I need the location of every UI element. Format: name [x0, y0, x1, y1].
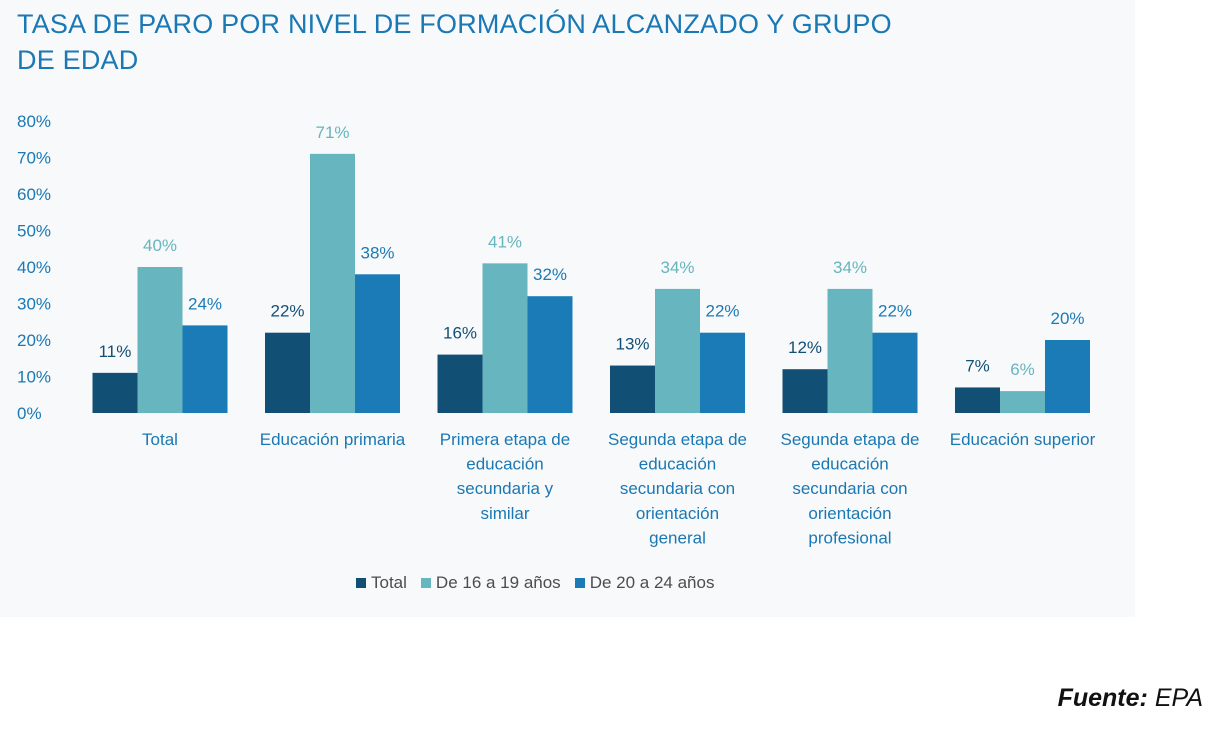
legend-swatch: [574, 578, 585, 588]
x-tick-label: educación: [639, 455, 717, 474]
y-tick-label: 80%: [17, 112, 51, 131]
bar: [872, 332, 918, 413]
bar: [1000, 391, 1045, 413]
x-tick-label: secundaria con: [620, 479, 735, 498]
y-tick-label: 40%: [17, 258, 51, 277]
source-label: Fuente:: [1057, 684, 1148, 712]
x-tick-label: Educación primaria: [260, 430, 406, 449]
data-label: 34%: [660, 258, 694, 277]
y-tick-label: 0%: [17, 404, 42, 423]
data-label: 6%: [1010, 360, 1035, 379]
x-tick-label: Segunda etapa de: [781, 430, 920, 449]
legend-label: Total: [371, 573, 407, 592]
source-value: EPA: [1154, 684, 1203, 712]
bar: [700, 332, 745, 413]
y-tick-label: 20%: [17, 331, 51, 350]
chart-title: TASA DE PARO POR NIVEL DE FORMACIÓN ALCA…: [17, 9, 892, 75]
bar: [310, 153, 355, 413]
chart-legend: Total De 16 a 19 años De 20 a 24 años: [356, 573, 728, 593]
x-tick-label: Educación superior: [950, 430, 1096, 449]
data-label: 41%: [488, 232, 522, 251]
bar: [955, 387, 1000, 413]
legend-label: De 16 a 19 años: [435, 573, 561, 592]
x-tick-label: secundaria con: [792, 479, 907, 498]
legend-swatch: [420, 578, 431, 588]
x-tick-label: general: [649, 528, 706, 547]
bar: [437, 354, 483, 413]
data-label: 20%: [1050, 309, 1084, 328]
x-tick-label: secundaria y: [457, 479, 554, 498]
y-tick-label: 30%: [17, 295, 51, 314]
source-note: Fuente: EPA: [1058, 684, 1203, 713]
data-label: 13%: [615, 335, 649, 354]
data-label: 71%: [315, 123, 349, 142]
bar: [655, 288, 700, 413]
y-tick-label: 70%: [17, 149, 51, 168]
bar: [782, 369, 828, 413]
y-tick-label: 10%: [17, 368, 51, 387]
legend-item: De 16 a 19 años: [420, 573, 561, 593]
bar-chart: 0% 10% 20% 30% 40% 50% 60% 70% 80% 11% 40% 24% Total…: [17, 112, 1096, 547]
legend-item: Total: [356, 573, 407, 593]
data-label: 12%: [788, 338, 822, 357]
bar: [355, 274, 400, 413]
data-label: 34%: [833, 258, 867, 277]
data-label: 16%: [443, 324, 477, 343]
data-label: 22%: [878, 302, 912, 321]
x-tick-label: orientación: [636, 504, 719, 523]
x-tick-label: profesional: [808, 528, 891, 547]
bar: [610, 365, 655, 413]
bar: [92, 372, 138, 413]
x-tick-label: Segunda etapa de: [608, 430, 747, 449]
bar: [137, 267, 183, 413]
bar: [1045, 340, 1090, 413]
data-label: 22%: [705, 302, 739, 321]
x-tick-label: Total: [142, 430, 178, 449]
legend-label: De 20 a 24 años: [589, 573, 715, 592]
x-tick-label: educación: [466, 455, 544, 474]
y-tick-label: 50%: [17, 222, 51, 241]
data-label: 32%: [533, 265, 567, 284]
data-label: 22%: [270, 302, 304, 321]
bar: [527, 296, 573, 413]
data-label: 11%: [99, 342, 132, 361]
bar: [182, 325, 228, 413]
data-label: 24%: [188, 294, 222, 313]
data-label: 38%: [360, 243, 394, 262]
x-tick-label: Primera etapa de: [440, 430, 570, 449]
bar: [265, 332, 310, 413]
y-tick-label: 60%: [17, 185, 51, 204]
data-label: 7%: [965, 356, 990, 375]
x-tick-label: educación: [811, 455, 889, 474]
legend-item: De 20 a 24 años: [574, 573, 715, 593]
x-tick-label: orientación: [808, 504, 891, 523]
legend-swatch: [356, 578, 366, 588]
bar: [827, 288, 873, 413]
data-label: 40%: [143, 236, 177, 255]
x-tick-label: similar: [480, 504, 529, 523]
bar: [482, 263, 528, 413]
